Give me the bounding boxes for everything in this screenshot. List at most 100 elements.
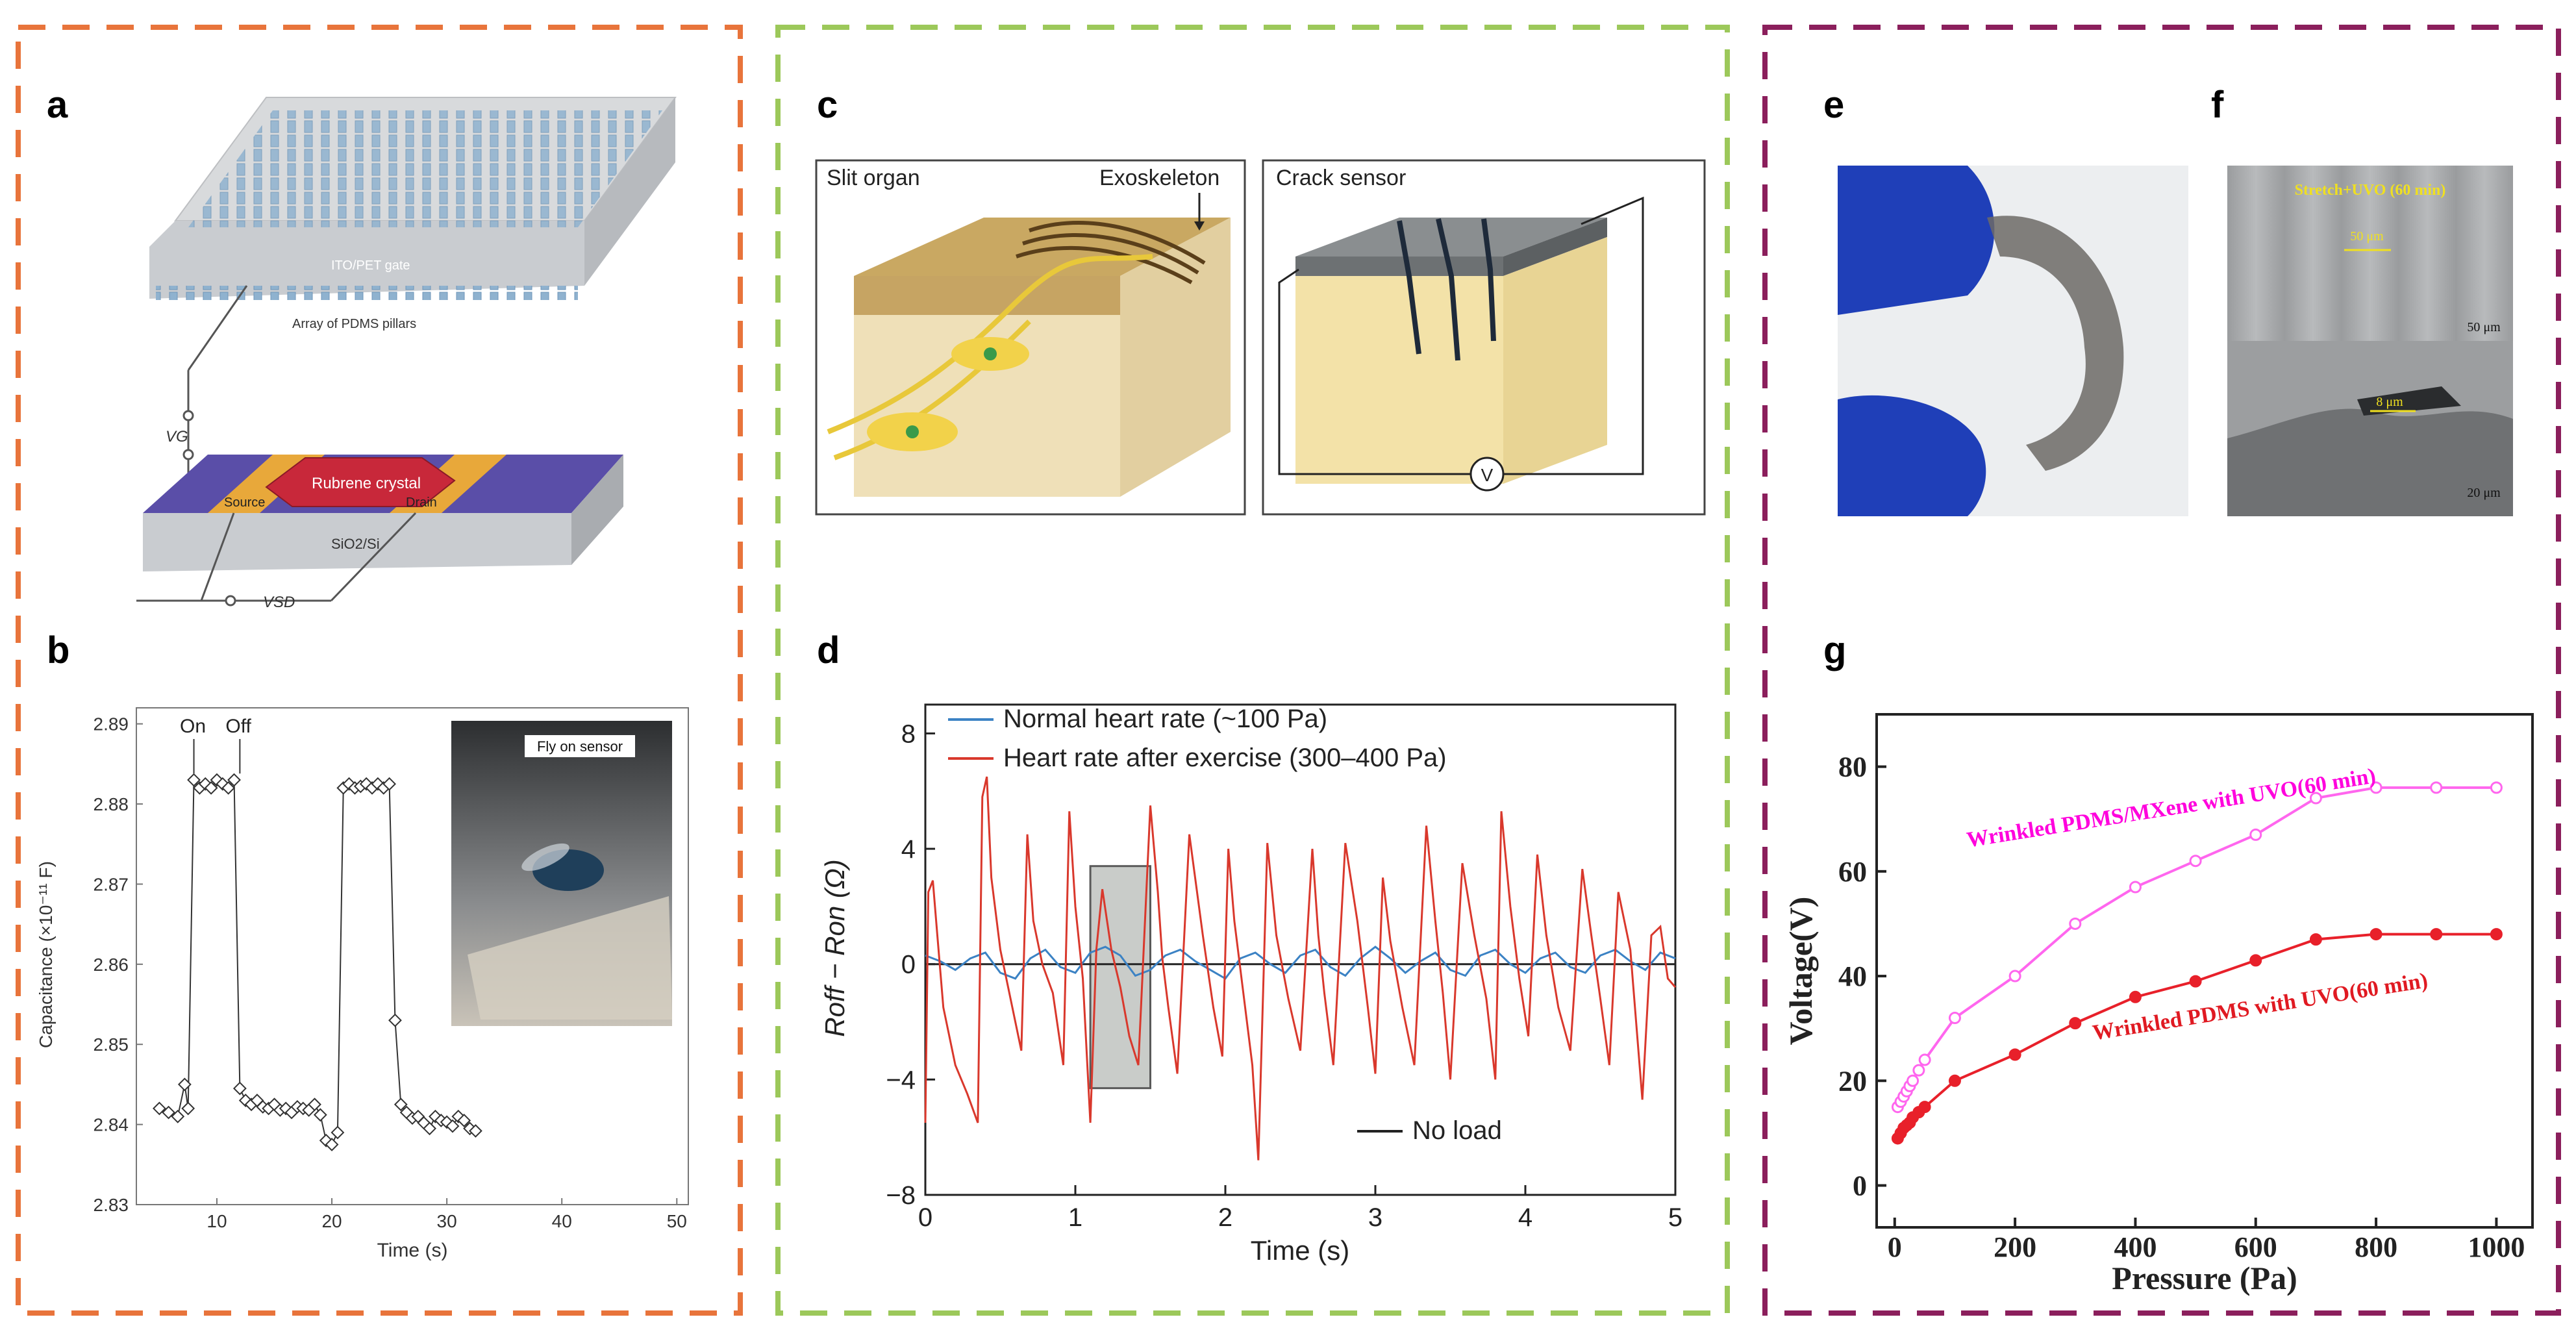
gate-wire bbox=[187, 285, 248, 371]
x-tick-label: 400 bbox=[2114, 1231, 2157, 1263]
flexible-film bbox=[1987, 216, 2124, 471]
x-tick-label: 1000 bbox=[2468, 1231, 2525, 1263]
pdms-data-point bbox=[2189, 975, 2202, 988]
sensor-wire-left bbox=[1278, 268, 1471, 475]
x-tick-label: 20 bbox=[321, 1211, 342, 1231]
sensor-wire-right bbox=[1503, 196, 1644, 475]
panel-b-chart: 10 20 30 40 50 2.83 2.84 2.85 2.86 2.87 2.88 2.89 O… bbox=[36, 707, 689, 1261]
x-tick-label: 200 bbox=[1994, 1231, 2036, 1263]
y-tick-label: 60 bbox=[1838, 856, 1867, 888]
chart-b-xlabel: Time (s) bbox=[377, 1240, 448, 1261]
chart-g-ticks: 0 200 400 600 800 1000 0 20 40 60 80 bbox=[1838, 751, 2525, 1263]
sem-scale-50-yellow: 50 μm bbox=[2350, 229, 2384, 244]
data-point bbox=[331, 1125, 345, 1140]
data-point bbox=[153, 1101, 166, 1116]
legend-normal-label: Normal heart rate (~100 Pa) bbox=[1003, 705, 1327, 733]
frame-right bbox=[1762, 25, 2561, 1316]
y-tick-label: 2.87 bbox=[94, 874, 129, 894]
pdms-data-point bbox=[2430, 928, 2443, 941]
voltmeter-icon bbox=[1469, 457, 1505, 492]
mxene-data-point bbox=[1948, 1012, 1961, 1025]
mxene-series-label: Wrinkled PDMS/MXene with UVO(60 min) bbox=[1965, 764, 2377, 852]
glove-bottom-icon bbox=[1838, 395, 1986, 516]
chart-b-points bbox=[153, 739, 482, 1151]
y-tick-label: 20 bbox=[1838, 1065, 1867, 1097]
crack-1 bbox=[1397, 220, 1421, 355]
sem-top-label: Stretch+UVO (60 min) bbox=[2295, 182, 2446, 199]
chart-d-xlabel: Time (s) bbox=[1251, 1235, 1349, 1266]
panel-g-chart: 0 200 400 600 800 1000 0 20 40 60 80 Wrinkled PDMS… bbox=[1782, 713, 2534, 1296]
chart-d-plot-area bbox=[924, 703, 1677, 1196]
vg-terminal bbox=[182, 410, 194, 421]
pdms-data-point bbox=[1918, 1101, 1931, 1114]
pdms-data-point bbox=[2069, 1017, 2082, 1030]
gate-front-face bbox=[149, 221, 584, 299]
data-point bbox=[232, 1081, 247, 1096]
data-point bbox=[181, 1101, 195, 1116]
vg-terminal-2 bbox=[182, 449, 194, 460]
panel-a-schematic: ITO/PET gate Array of PDMS pillars VG Ru… bbox=[136, 97, 677, 611]
source-wire bbox=[200, 512, 235, 601]
data-point bbox=[468, 1124, 482, 1138]
data-point bbox=[388, 1013, 402, 1027]
chart-b-plot-area bbox=[136, 707, 689, 1205]
data-point bbox=[187, 773, 201, 787]
panel-label-g: g bbox=[1823, 629, 1847, 671]
panel-label-c: c bbox=[817, 84, 838, 126]
substrate-front bbox=[143, 513, 571, 571]
y-tick-label: 2.83 bbox=[94, 1195, 129, 1215]
pdms-data-point bbox=[2008, 1048, 2021, 1061]
slit-organ-label: Slit organ bbox=[827, 166, 920, 190]
pdms-data-point bbox=[2370, 928, 2382, 941]
substrate-front bbox=[1295, 276, 1503, 484]
exoskeleton-label: Exoskeleton bbox=[1099, 166, 1219, 190]
substrate-side bbox=[571, 455, 623, 565]
capacitance-line bbox=[159, 778, 476, 1146]
frame-middle bbox=[775, 25, 1730, 1316]
gate-label: ITO/PET gate bbox=[331, 258, 410, 273]
chart-b-ticks: 10 20 30 40 50 2.83 2.84 2.85 2.86 2.87 2.88 2.89 bbox=[94, 714, 687, 1231]
vg-label: VG bbox=[166, 428, 188, 445]
slit-grooves bbox=[1029, 221, 1206, 265]
mxene-data-point bbox=[1918, 1053, 1931, 1066]
mxene-data-point bbox=[2008, 970, 2021, 983]
pdms-series-line bbox=[1896, 933, 2497, 1139]
pillar-array bbox=[188, 110, 662, 227]
mxene-data-point bbox=[2309, 792, 2322, 805]
substrate-label: SiO2/Si bbox=[331, 536, 380, 552]
x-tick-label: 2 bbox=[1218, 1203, 1232, 1232]
panel-label-f: f bbox=[2211, 84, 2224, 126]
data-point bbox=[177, 1077, 192, 1092]
sem-scale-50-black: 50 μm bbox=[2467, 320, 2501, 334]
crack-2 bbox=[1436, 218, 1460, 361]
y-tick-label: 2.84 bbox=[94, 1115, 129, 1135]
skin-side bbox=[1120, 218, 1231, 497]
off-label: Off bbox=[225, 716, 251, 737]
y-tick-label: 2.88 bbox=[94, 794, 129, 814]
chart-d-lines bbox=[924, 776, 1677, 1160]
data-point bbox=[394, 1097, 408, 1112]
frame-left bbox=[16, 25, 743, 1316]
x-tick-label: 4 bbox=[1518, 1203, 1532, 1232]
voltmeter-label: V bbox=[1481, 465, 1494, 485]
data-point bbox=[313, 1108, 327, 1122]
pdms-data-point bbox=[2249, 954, 2262, 967]
x-tick-label: 40 bbox=[552, 1211, 572, 1231]
pillars-label: Array of PDMS pillars bbox=[292, 317, 416, 331]
crystal-label: Rubrene crystal bbox=[312, 475, 421, 492]
normal-heart-rate-line bbox=[925, 946, 1676, 980]
x-tick-label: 30 bbox=[437, 1211, 457, 1231]
data-point bbox=[445, 1119, 460, 1133]
chart-g-ylabel: Voltage(V) bbox=[1782, 897, 1819, 1046]
x-tick-label: 800 bbox=[2355, 1231, 2397, 1263]
sem-top-image bbox=[2227, 166, 2513, 341]
source-label: Source bbox=[224, 495, 265, 510]
drain-label: Drain bbox=[406, 495, 437, 510]
chart-g-xlabel: Pressure (Pa) bbox=[2112, 1260, 2297, 1296]
nerve-fibers bbox=[827, 254, 1153, 434]
data-point bbox=[423, 1121, 436, 1136]
data-point bbox=[382, 777, 396, 791]
data-point bbox=[308, 1097, 321, 1112]
x-tick-label: 1 bbox=[1068, 1203, 1082, 1232]
